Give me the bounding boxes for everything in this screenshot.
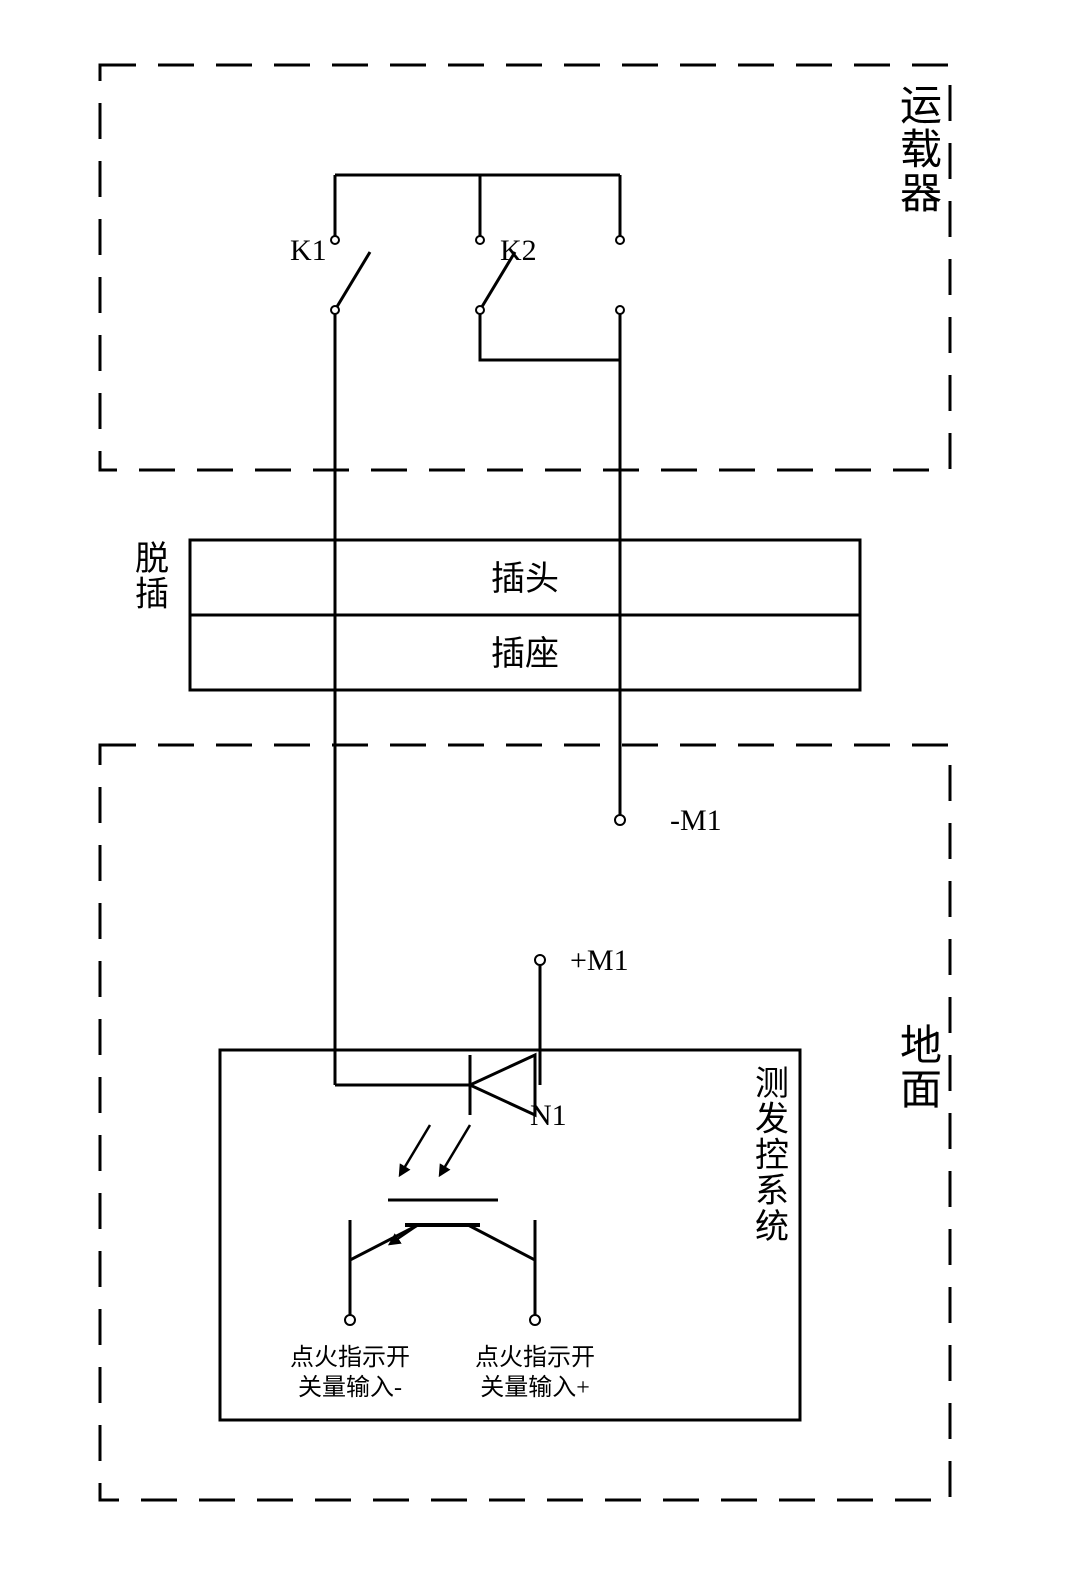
transistor-left-leg (350, 1225, 418, 1320)
label-system: 测发控系统 (755, 1066, 789, 1246)
label-K2: K2 (500, 234, 537, 267)
label-plusM1: +M1 (570, 944, 629, 977)
switch-K1 (335, 252, 370, 310)
label-N1: N1 (530, 1099, 567, 1132)
label-minusM1: -M1 (670, 804, 722, 837)
transistor-right-leg (468, 1225, 535, 1320)
label-K1: K1 (290, 234, 327, 267)
terminal (345, 1315, 355, 1325)
transistor-emitter-arrow (390, 1225, 418, 1244)
terminal (616, 236, 624, 244)
label-carrier: 运载器 (900, 84, 942, 218)
circuit-diagram: 运载器地面 测发控系统 脱插 插头插座 K1 K2 N1 +M1 -M1 点火指示开关量输入- 点火… (0, 0, 1067, 1583)
label-ground: 地面 (900, 1024, 942, 1114)
label-left_out2: 关量输入- (298, 1374, 402, 1401)
label-left_out1: 点火指示开 (290, 1344, 410, 1371)
terminal (616, 306, 624, 314)
label-right_out2: 关量输入+ (480, 1374, 590, 1401)
wire (480, 310, 620, 360)
terminal (615, 815, 625, 825)
terminal (535, 955, 545, 965)
opto-arrow (440, 1125, 470, 1175)
label-right_out1: 点火指示开 (475, 1344, 595, 1371)
diode-triangle (470, 1055, 535, 1115)
terminal (331, 236, 339, 244)
label-plug_seat: 插座 (491, 635, 559, 673)
terminal (331, 306, 339, 314)
label-unplug: 脱插 (135, 540, 169, 614)
terminal (476, 236, 484, 244)
carrier-box (100, 65, 950, 470)
terminal (530, 1315, 540, 1325)
label-plug_head: 插头 (491, 560, 559, 598)
terminal (476, 306, 484, 314)
opto-arrow (400, 1125, 430, 1175)
